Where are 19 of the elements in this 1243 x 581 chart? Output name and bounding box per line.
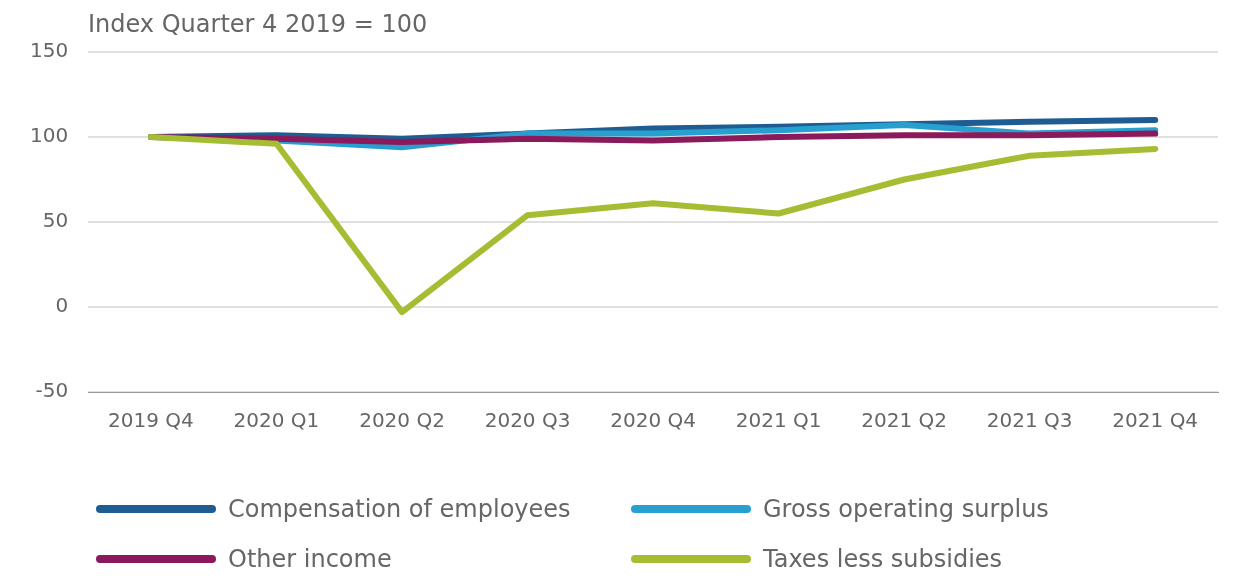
y-tick-label: 150: [29, 38, 69, 63]
legend-label: Other income: [228, 545, 392, 573]
y-tick-label: -50: [35, 378, 69, 403]
x-tick-label: 2021 Q1: [735, 408, 822, 433]
legend-label: Gross operating surplus: [763, 495, 1049, 523]
x-tick-label: 2020 Q1: [233, 408, 320, 433]
x-tick-label: 2021 Q3: [986, 408, 1073, 433]
legend-label: Taxes less subsidies: [763, 545, 1003, 573]
x-tick-label: 2021 Q4: [1112, 408, 1199, 433]
x-tick-label: 2021 Q2: [861, 408, 948, 433]
y-axis-title: Index Quarter 4 2019 = 100: [88, 10, 428, 38]
y-tick-label: 100: [29, 123, 69, 148]
y-tick-label: 50: [42, 208, 69, 233]
x-tick-label: 2019 Q4: [108, 408, 194, 433]
x-tick-label: 2020 Q3: [484, 408, 571, 433]
legend-label: Compensation of employees: [228, 495, 571, 523]
x-tick-label: 2020 Q2: [359, 408, 445, 433]
y-tick-label: 0: [55, 293, 69, 318]
x-tick-label: 2020 Q4: [610, 408, 696, 433]
